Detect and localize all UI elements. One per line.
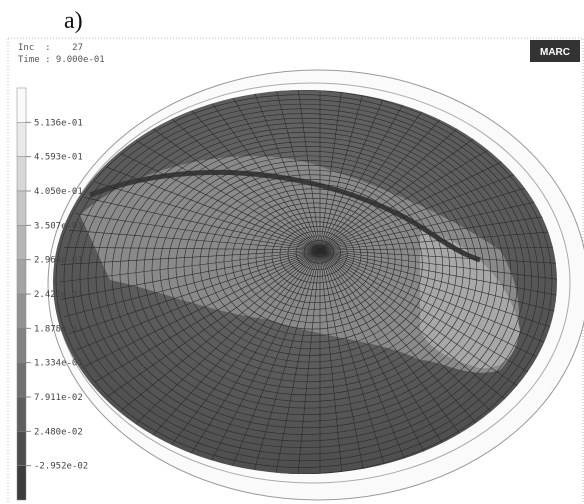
- legend-swatch: [17, 122, 26, 156]
- legend-swatch: [17, 88, 26, 122]
- legend-label: 3.507e-01: [34, 221, 83, 231]
- legend-swatch: [17, 294, 26, 328]
- legend-swatch: [17, 363, 26, 397]
- figure: a) Inc : 27 Time : 9.000e-01 MARC 5.136e…: [0, 0, 584, 504]
- legend-label: 1.878e-01: [34, 324, 83, 334]
- legend-label: 4.050e-01: [34, 187, 83, 197]
- legend-swatch: [17, 157, 26, 191]
- figure-label: a): [64, 8, 83, 34]
- legend-label: 2.480e-02: [34, 427, 83, 437]
- legend-swatch: [17, 466, 26, 500]
- page: a) Inc : 27 Time : 9.000e-01 MARC 5.136e…: [0, 0, 584, 504]
- legend-swatch: [17, 225, 26, 259]
- legend-label: 2.964e-01: [34, 256, 83, 266]
- legend-label: 4.593e-01: [34, 153, 83, 163]
- legend-label: -2.952e-02: [34, 462, 88, 472]
- legend-swatch: [17, 397, 26, 431]
- legend-swatch: [17, 431, 26, 465]
- legend-label: 5.136e-01: [34, 118, 83, 128]
- legend-swatch: [17, 328, 26, 362]
- legend-swatch: [17, 191, 26, 225]
- legend-label: 2.421e-01: [34, 290, 83, 300]
- legend-label: 7.911e-02: [34, 393, 83, 403]
- legend-swatch: [17, 260, 26, 294]
- legend: 5.136e-01 4.593e-01 4.050e-01 3.507e-01 2.96…: [17, 88, 88, 500]
- inc-text: Inc : 27: [18, 43, 83, 53]
- logo-text: MARC: [540, 47, 570, 58]
- legend-label: 1.334e-01: [34, 359, 83, 369]
- time-text: Time : 9.000e-01: [18, 55, 105, 65]
